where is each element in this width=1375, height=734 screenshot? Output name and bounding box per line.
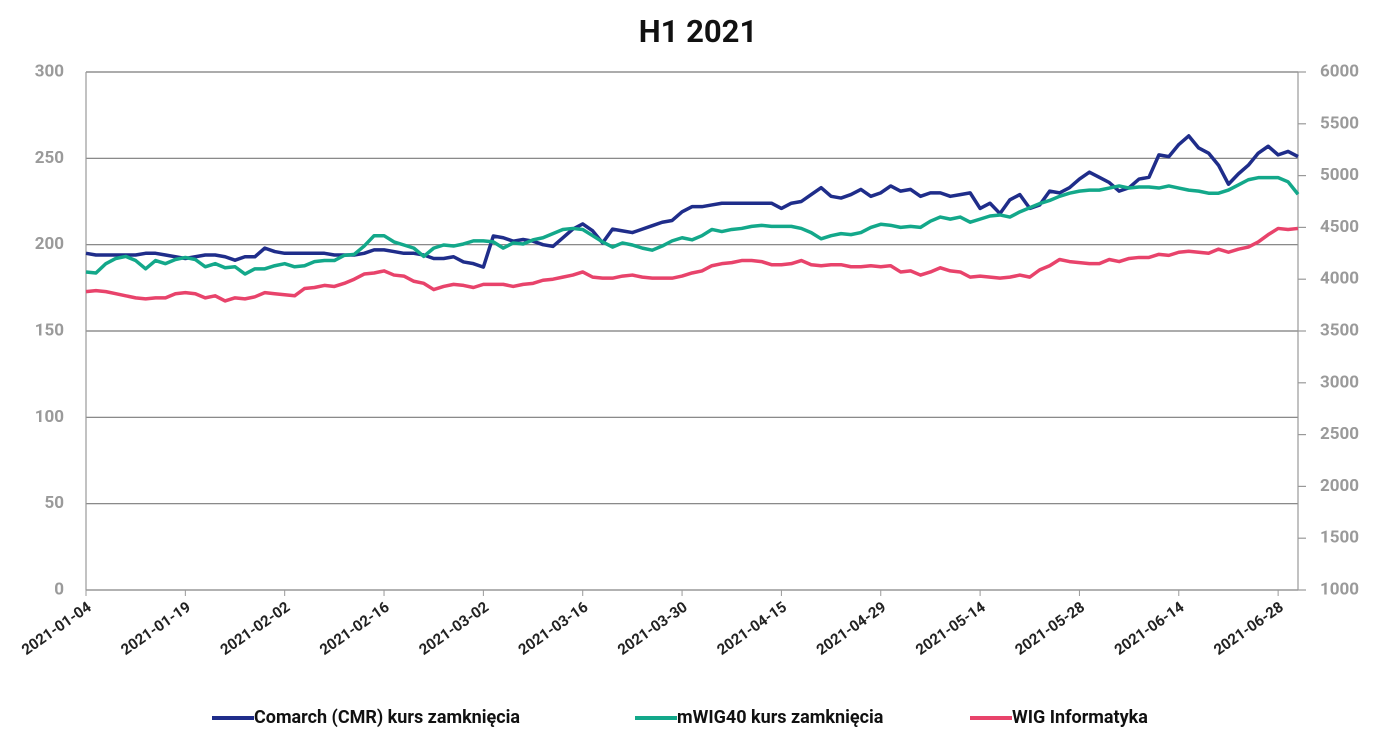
x-tick-label: 2021-04-15	[714, 598, 790, 659]
y2-tick-label: 1000	[1320, 579, 1359, 599]
x-tick-label: 2021-01-19	[118, 598, 194, 659]
y2-tick-label: 2000	[1320, 476, 1359, 496]
chart-title: H1 2021	[639, 13, 758, 50]
y-tick-label: 50	[44, 493, 64, 513]
x-tick-label: 2021-03-02	[416, 598, 493, 659]
series-line	[85, 175, 1300, 276]
legend-label: mWIG40 kurs zamknięcia	[677, 707, 884, 728]
y2-tick-label: 4500	[1320, 217, 1359, 237]
x-tick-label: 2021-05-28	[1012, 598, 1088, 659]
x-tick-label: 2021-06-28	[1210, 598, 1286, 659]
y-tick-label: 0	[54, 579, 64, 599]
x-tick-label: 2021-02-16	[316, 598, 393, 659]
y2-tick-label: 6000	[1320, 61, 1359, 81]
x-tick-label: 2021-01-04	[18, 598, 95, 659]
y-tick-label: 100	[35, 407, 64, 427]
series-line	[85, 226, 1299, 303]
y-tick-label: 300	[35, 61, 64, 81]
series-line	[85, 134, 1299, 269]
y2-tick-label: 4000	[1320, 269, 1359, 289]
y2-tick-label: 1500	[1320, 528, 1359, 548]
y2-tick-label: 5000	[1320, 165, 1359, 185]
x-tick-label: 2021-03-30	[614, 598, 690, 659]
legend-label: Comarch (CMR) kurs zamknięcia	[254, 707, 520, 728]
x-tick-label: 2021-06-14	[1111, 598, 1188, 659]
x-tick-label: 2021-02-02	[217, 598, 294, 659]
y-tick-label: 200	[35, 234, 64, 254]
y2-tick-label: 5500	[1320, 113, 1359, 133]
y2-tick-label: 2500	[1320, 424, 1359, 444]
y2-tick-label: 3500	[1320, 320, 1359, 340]
x-tick-label: 2021-05-14	[912, 598, 989, 659]
x-tick-label: 2021-04-29	[813, 598, 889, 659]
x-tick-label: 2021-03-16	[515, 598, 592, 659]
y-tick-label: 150	[35, 320, 64, 340]
y-tick-label: 250	[35, 148, 64, 168]
legend-label: WIG Informatyka	[1012, 707, 1148, 728]
y2-tick-label: 3000	[1320, 372, 1359, 392]
